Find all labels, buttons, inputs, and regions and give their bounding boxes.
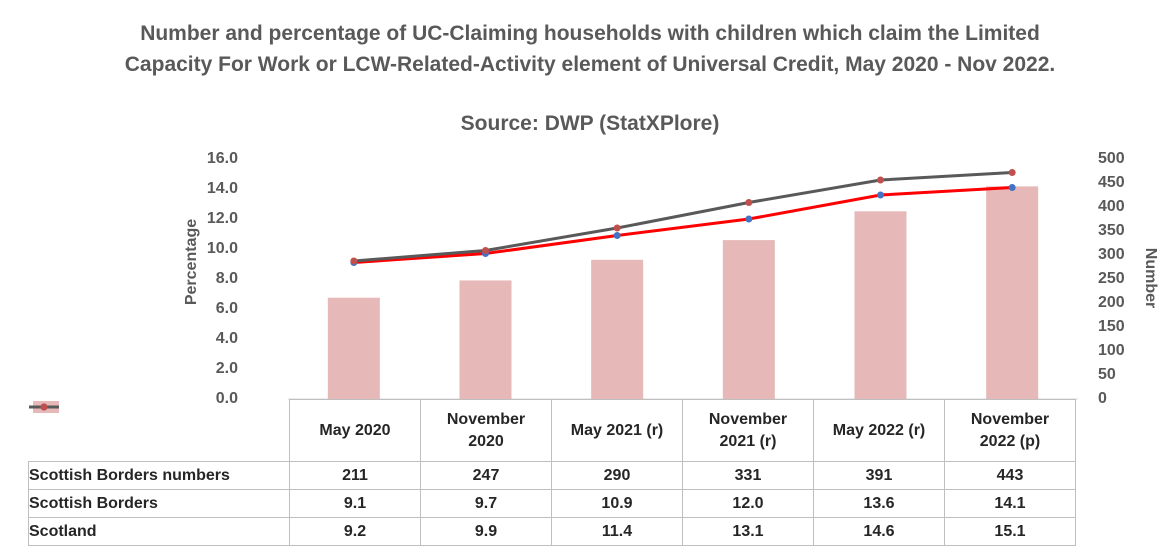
y-tick-label: 10.0 <box>207 240 238 257</box>
line <box>353 171 1013 263</box>
legend-marker <box>40 403 47 410</box>
x-tick-label: May 2022 (r) <box>813 399 945 462</box>
table-row: Scottish Borders numbers 211 247 290 331 391 4… <box>28 400 1076 490</box>
table-corner <box>28 399 290 462</box>
data-label: 14.6 <box>813 517 945 546</box>
legend-entry: Scottish Borders numbers <box>28 400 290 490</box>
x-tick-label: November 2020 <box>420 399 552 462</box>
legend-entry: Scotland <box>28 403 290 546</box>
data-label: 12.0 <box>682 489 814 518</box>
y-tick-label: 8.0 <box>216 270 238 287</box>
table-row: Scotland 9.2 9.9 11.4 13.1 14.6 15.1 <box>28 403 1076 546</box>
chart-subtitle: Source: DWP (StatXPlore) <box>460 112 720 135</box>
table-header-row: May 2020 November 2020 May 2021 (r) Novembe… <box>28 399 1076 462</box>
y2-tick-label: 250 <box>1098 270 1125 287</box>
marker <box>877 176 884 184</box>
y-tick-label: 6.0 <box>216 300 238 317</box>
data-label: 10.9 <box>551 489 683 518</box>
table-row: Scottish Borders 9.1 9.7 10.9 12.0 13.6 14.1 <box>28 403 1076 518</box>
marker <box>1008 184 1016 191</box>
x-tick-label: May 2020 <box>289 399 421 462</box>
data-label: 290 <box>551 461 683 490</box>
y2-tick-label: 350 <box>1098 222 1125 239</box>
y-tick-label: 14.0 <box>207 180 238 197</box>
data-label: 15.1 <box>944 517 1076 546</box>
chart-title: Number and percentage of UC-Claiming hou… <box>124 22 1056 76</box>
data-label: 9.7 <box>420 489 552 518</box>
legend-key <box>28 403 59 410</box>
y-tick-label: 2.0 <box>216 360 238 377</box>
bar <box>722 240 775 399</box>
data-label: 14.1 <box>944 489 1076 518</box>
bar <box>459 280 512 399</box>
y2-tick-label: 500 <box>1098 150 1125 167</box>
y2-axis-label: Number <box>1142 248 1159 308</box>
data-table: May 2020 November 2020 May 2021 (r) Novembe… <box>28 399 1076 546</box>
bar <box>854 211 907 399</box>
data-label: 331 <box>682 461 814 490</box>
marker <box>613 232 621 239</box>
legend-label: Scotland <box>29 522 97 540</box>
y-tick-label: 12.0 <box>207 210 238 227</box>
y2-tick-label: 0 <box>1098 390 1107 407</box>
marker <box>482 247 489 254</box>
data-label: 13.6 <box>813 489 945 518</box>
data-label: 9.1 <box>289 489 421 518</box>
x-tick-label: November 2021 (r) <box>682 399 814 462</box>
legend-label: Scottish Borders numbers <box>29 466 230 484</box>
data-label: 443 <box>944 461 1076 490</box>
marker <box>745 199 753 206</box>
y2-tick-label: 450 <box>1098 174 1125 191</box>
marker <box>1008 169 1016 176</box>
data-label: 211 <box>289 461 421 490</box>
data-label: 11.4 <box>551 517 683 546</box>
y-axis-label: Percentage <box>183 219 200 305</box>
x-tick-label: May 2021 (r) <box>551 399 683 462</box>
y2-tick-label: 150 <box>1098 318 1125 335</box>
y2-tick-label: 100 <box>1098 342 1125 359</box>
data-label: 13.1 <box>682 517 814 546</box>
y-tick-label: 4.0 <box>216 330 238 347</box>
line <box>353 186 1013 264</box>
data-label: 9.9 <box>420 517 552 546</box>
legend-label: Scottish Borders <box>29 494 158 512</box>
bar <box>591 259 644 399</box>
data-label: 9.2 <box>289 517 421 546</box>
data-label: 247 <box>420 461 552 490</box>
y2-tick-label: 200 <box>1098 294 1125 311</box>
legend-entry: Scottish Borders <box>28 403 290 518</box>
bar <box>986 186 1039 399</box>
marker <box>613 224 621 232</box>
data-label: 391 <box>813 461 945 490</box>
marker <box>350 257 358 265</box>
marker <box>877 191 884 199</box>
marker <box>745 215 753 223</box>
y-tick-label: 16.0 <box>207 150 238 167</box>
x-tick-label: November 2022 (p) <box>944 399 1076 462</box>
y2-tick-label: 300 <box>1098 246 1125 263</box>
bar <box>327 297 380 399</box>
y2-tick-label: 50 <box>1098 366 1116 383</box>
y2-tick-label: 400 <box>1098 198 1125 215</box>
